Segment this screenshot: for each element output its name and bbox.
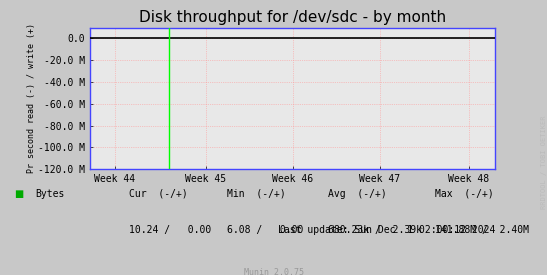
Text: Bytes: Bytes	[36, 189, 65, 199]
Text: Cur  (-/+): Cur (-/+)	[129, 189, 187, 199]
Text: 6.08 /   0.00: 6.08 / 0.00	[227, 225, 304, 235]
Text: Min  (-/+): Min (-/+)	[227, 189, 286, 199]
Text: 680.23k /  2.39k: 680.23k / 2.39k	[328, 225, 422, 235]
Title: Disk throughput for /dev/sdc - by month: Disk throughput for /dev/sdc - by month	[139, 10, 446, 25]
Text: 141.88M /  2.40M: 141.88M / 2.40M	[435, 225, 529, 235]
Text: ■: ■	[14, 189, 23, 199]
Text: Munin 2.0.75: Munin 2.0.75	[243, 268, 304, 275]
Text: RRDTOOL / TOBI OETIKER: RRDTOOL / TOBI OETIKER	[542, 116, 547, 209]
Text: Last update: Sun Dec  1 02:00:12 2024: Last update: Sun Dec 1 02:00:12 2024	[278, 225, 495, 235]
Text: 10.24 /   0.00: 10.24 / 0.00	[129, 225, 211, 235]
Text: Avg  (-/+): Avg (-/+)	[328, 189, 387, 199]
Y-axis label: Pr second read (-) / write (+): Pr second read (-) / write (+)	[27, 23, 36, 173]
Text: Max  (-/+): Max (-/+)	[435, 189, 493, 199]
